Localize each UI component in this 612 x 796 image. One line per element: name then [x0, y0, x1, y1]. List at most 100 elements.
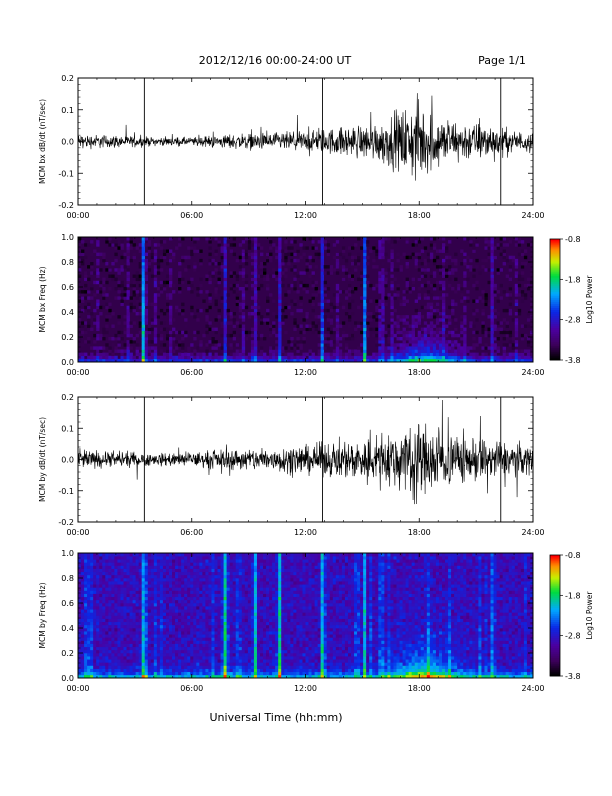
spectrogram-cell	[175, 572, 178, 575]
spectrogram-cell	[272, 346, 275, 349]
spectrogram-cell	[114, 559, 117, 562]
spectrogram-cell	[111, 631, 114, 634]
spectrogram-cell	[193, 240, 196, 243]
spectrogram-cell	[117, 569, 120, 572]
spectrogram-cell	[142, 265, 145, 268]
spectrogram-cell	[169, 562, 172, 565]
spectrogram-cell	[108, 572, 111, 575]
spectrogram-cell	[157, 666, 160, 669]
spectrogram-cell	[211, 259, 214, 262]
spectrogram-cell	[463, 275, 466, 278]
spectrogram-cell	[169, 321, 172, 324]
spectrogram-cell	[151, 318, 154, 321]
spectrogram-cell	[491, 296, 494, 299]
spectrogram-cell	[430, 253, 433, 256]
spectrogram-cell	[163, 587, 166, 590]
spectrogram-cell	[442, 268, 445, 271]
spectrogram-cell	[202, 659, 205, 662]
spectrogram-cell	[190, 606, 193, 609]
spectrogram-cell	[369, 250, 372, 253]
spectrogram-cell	[375, 309, 378, 312]
spectrogram-cell	[266, 278, 269, 281]
spectrogram-cell	[172, 334, 175, 337]
spectrogram-cell	[142, 556, 145, 559]
spectrogram-cell	[169, 650, 172, 653]
spectrogram-cell	[372, 246, 375, 249]
spectrogram-cell	[242, 259, 245, 262]
spectrogram-cell	[145, 315, 148, 318]
spectrogram-cell	[272, 268, 275, 271]
spectrogram-cell	[81, 253, 84, 256]
spectrogram-cell	[208, 619, 211, 622]
spectrogram-cell	[151, 641, 154, 644]
spectrogram-cell	[266, 284, 269, 287]
spectrogram-cell	[269, 334, 272, 337]
spectrogram-cell	[105, 306, 108, 309]
spectrogram-cell	[151, 616, 154, 619]
spectrogram-cell	[521, 271, 524, 274]
spectrogram-cell	[309, 300, 312, 303]
spectrogram-cell	[130, 309, 133, 312]
spectrogram-cell	[442, 343, 445, 346]
spectrogram-cell	[130, 628, 133, 631]
spectrogram-cell	[230, 275, 233, 278]
spectrogram-cell	[136, 644, 139, 647]
spectrogram-cell	[139, 616, 142, 619]
spectrogram-cell	[178, 581, 181, 584]
spectrogram-cell	[93, 271, 96, 274]
y-tick-label: 0.0	[61, 138, 74, 147]
spectrogram-cell	[348, 246, 351, 249]
spectrogram-cell	[127, 641, 130, 644]
spectrogram-cell	[154, 641, 157, 644]
spectrogram-cell	[172, 659, 175, 662]
spectrogram-cell	[193, 669, 196, 672]
spectrogram-cell	[363, 328, 366, 331]
spectrogram-cell	[251, 328, 254, 331]
spectrogram-cell	[124, 647, 127, 650]
spectrogram-cell	[491, 353, 494, 356]
spectrogram-cell	[445, 353, 448, 356]
spectrogram-cell	[99, 650, 102, 653]
spectrogram-cell	[181, 609, 184, 612]
spectrogram-cell	[190, 250, 193, 253]
spectrogram-cell	[117, 609, 120, 612]
spectrogram-cell	[366, 262, 369, 265]
spectrogram-cell	[466, 290, 469, 293]
spectrogram-cell	[160, 268, 163, 271]
spectrogram-cell	[102, 641, 105, 644]
spectrogram-cell	[327, 287, 330, 290]
spectrogram-cell	[230, 271, 233, 274]
spectrogram-cell	[215, 303, 218, 306]
spectrogram-cell	[81, 594, 84, 597]
spectrogram-cell	[163, 556, 166, 559]
spectrogram-cell	[218, 622, 221, 625]
spectrogram-cell	[139, 321, 142, 324]
spectrogram-cell	[463, 296, 466, 299]
spectrogram-cell	[142, 603, 145, 606]
spectrogram-cell	[187, 569, 190, 572]
spectrogram-cell	[205, 581, 208, 584]
spectrogram-cell	[169, 312, 172, 315]
spectrogram-cell	[130, 603, 133, 606]
spectrogram-cell	[390, 318, 393, 321]
spectrogram-cell	[448, 256, 451, 259]
spectrogram-cell	[154, 591, 157, 594]
spectrogram-cell	[327, 353, 330, 356]
spectrogram-cell	[254, 290, 257, 293]
spectrogram-cell	[175, 647, 178, 650]
spectrogram-cell	[284, 240, 287, 243]
spectrogram-cell	[139, 243, 142, 246]
spectrogram-cell	[166, 653, 169, 656]
spectrogram-cell	[509, 334, 512, 337]
spectrogram-cell	[196, 616, 199, 619]
spectrogram-cell	[336, 318, 339, 321]
spectrogram-cell	[324, 240, 327, 243]
spectrogram-cell	[102, 575, 105, 578]
spectrogram-cell	[375, 312, 378, 315]
spectrogram-cell	[193, 659, 196, 662]
spectrogram-cell	[124, 343, 127, 346]
spectrogram-cell	[172, 600, 175, 603]
spectrogram-cell	[157, 572, 160, 575]
spectrogram-cell	[178, 644, 181, 647]
spectrogram-cell	[163, 653, 166, 656]
